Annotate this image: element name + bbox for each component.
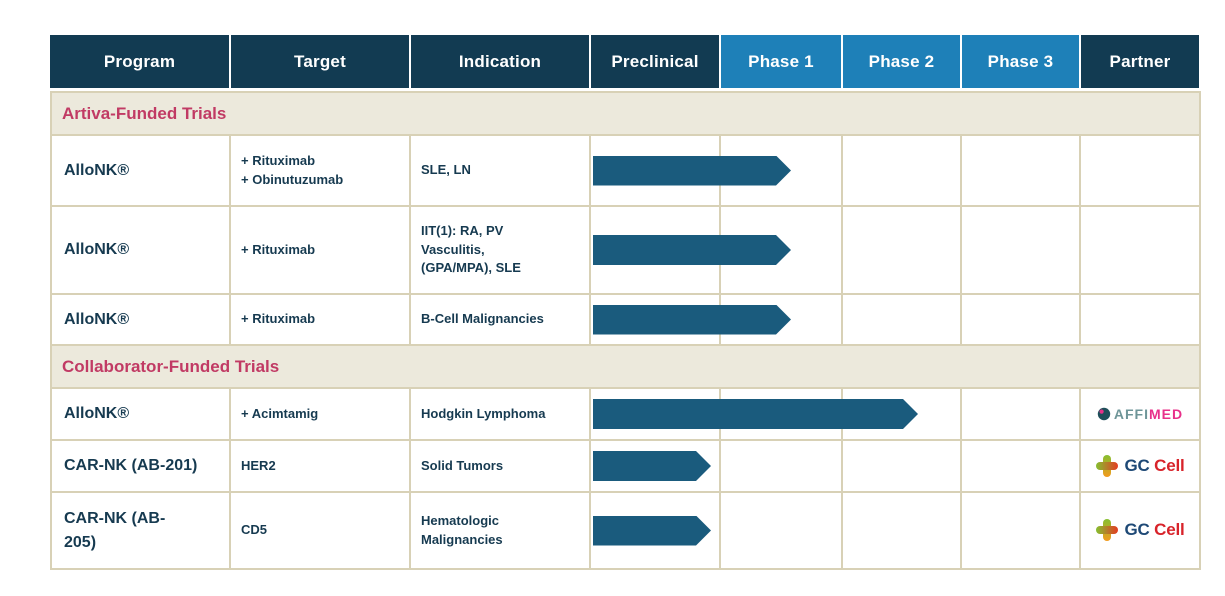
table-header: Program Target Indication Preclinical Ph… — [50, 35, 1201, 88]
gc-cell-logo-text-2: Cell — [1154, 520, 1185, 540]
phase-1-cell — [721, 441, 841, 491]
program-cell: CAR-NK (AB- 205) — [52, 493, 229, 568]
progress-arrow — [593, 156, 791, 186]
program-cell: AlloNK® — [52, 136, 229, 205]
partner-cell — [1081, 207, 1199, 293]
indication-cell: Hematologic Malignancies — [411, 493, 589, 568]
header-phase-2: Phase 2 — [843, 35, 960, 88]
indication-cell: IIT(1): RA, PV Vasculitis, (GPA/MPA), SL… — [411, 207, 589, 293]
header-indication: Indication — [411, 35, 589, 88]
partner-cell: AFFIMED — [1081, 389, 1199, 439]
affimed-sphere-icon — [1097, 407, 1111, 421]
gc-cell-cross-icon — [1096, 454, 1119, 477]
header-target: Target — [231, 35, 409, 88]
gc-cell-logo: GC Cell — [1095, 454, 1185, 479]
phase-1-cell — [721, 493, 841, 568]
pipeline-table: Program Target Indication Preclinical Ph… — [50, 35, 1201, 570]
affimed-logo-text-2: MED — [1148, 405, 1184, 422]
header-program: Program — [50, 35, 229, 88]
indication-cell: B-Cell Malignancies — [411, 295, 589, 344]
affimed-logo: AFFIMED — [1097, 404, 1183, 424]
program-cell: CAR-NK (AB-201) — [52, 441, 229, 491]
table-row: AlloNK® + Acimtamig Hodgkin Lymphoma AFF… — [52, 389, 1199, 439]
gc-cell-cross-icon — [1096, 519, 1119, 542]
progress-arrow — [593, 305, 791, 335]
phase-3-cell — [962, 493, 1079, 568]
progress-arrow — [593, 235, 791, 265]
section-title: Collaborator-Funded Trials — [62, 356, 280, 376]
progress-arrow — [593, 399, 918, 429]
section-collaborator-funded: Collaborator-Funded Trials — [52, 346, 1199, 387]
program-cell: AlloNK® — [52, 295, 229, 344]
indication-cell: Hodgkin Lymphoma — [411, 389, 589, 439]
header-partner: Partner — [1081, 35, 1199, 88]
phase-2-cell — [843, 493, 960, 568]
table-row: AlloNK® + Rituximab + Obinutuzumab SLE, … — [52, 136, 1199, 205]
gc-cell-logo-text-1: GC — [1124, 520, 1150, 540]
table-row: AlloNK® + Rituximab B-Cell Malignancies — [52, 295, 1199, 344]
gc-cell-logo: GC Cell — [1095, 518, 1185, 543]
table-body: Artiva-Funded Trials AlloNK® + Rituximab… — [50, 91, 1201, 570]
table-row: AlloNK® + Rituximab IIT(1): RA, PV Vascu… — [52, 207, 1199, 293]
indication-cell: SLE, LN — [411, 136, 589, 205]
header-phase-1: Phase 1 — [721, 35, 841, 88]
header-phase-3: Phase 3 — [962, 35, 1079, 88]
phase-2-cell — [843, 295, 960, 344]
gc-cell-logo-text-2: Cell — [1154, 455, 1185, 475]
phase-3-cell — [962, 207, 1079, 293]
program-cell: AlloNK® — [52, 207, 229, 293]
target-cell: + Acimtamig — [231, 389, 409, 439]
target-cell: + Rituximab — [231, 295, 409, 344]
phase-2-cell — [843, 207, 960, 293]
target-cell: HER2 — [231, 441, 409, 491]
partner-cell: GC Cell — [1081, 493, 1199, 568]
indication-cell: Solid Tumors — [411, 441, 589, 491]
table-row: CAR-NK (AB-201) HER2 Solid Tumors — [52, 441, 1199, 491]
partner-cell: GC Cell — [1081, 441, 1199, 491]
phase-3-cell — [962, 136, 1079, 205]
partner-cell — [1081, 295, 1199, 344]
header-preclinical: Preclinical — [591, 35, 719, 88]
partner-cell — [1081, 136, 1199, 205]
target-cell: CD5 — [231, 493, 409, 568]
progress-arrow — [593, 516, 711, 546]
table-row: CAR-NK (AB- 205) CD5 Hematologic Maligna… — [52, 493, 1199, 568]
phase-3-cell — [962, 295, 1079, 344]
phase-2-cell — [843, 441, 960, 491]
phase-3-cell — [962, 441, 1079, 491]
gc-cell-logo-text-1: GC — [1124, 455, 1150, 475]
program-cell: AlloNK® — [52, 389, 229, 439]
phase-2-cell — [843, 136, 960, 205]
progress-arrow — [593, 451, 711, 481]
affimed-logo-text-1: AFFI — [1113, 405, 1149, 422]
target-cell: + Rituximab + Obinutuzumab — [231, 136, 409, 205]
section-title: Artiva-Funded Trials — [62, 103, 227, 123]
phase-3-cell — [962, 389, 1079, 439]
section-artiva-funded: Artiva-Funded Trials — [52, 93, 1199, 134]
target-cell: + Rituximab — [231, 207, 409, 293]
